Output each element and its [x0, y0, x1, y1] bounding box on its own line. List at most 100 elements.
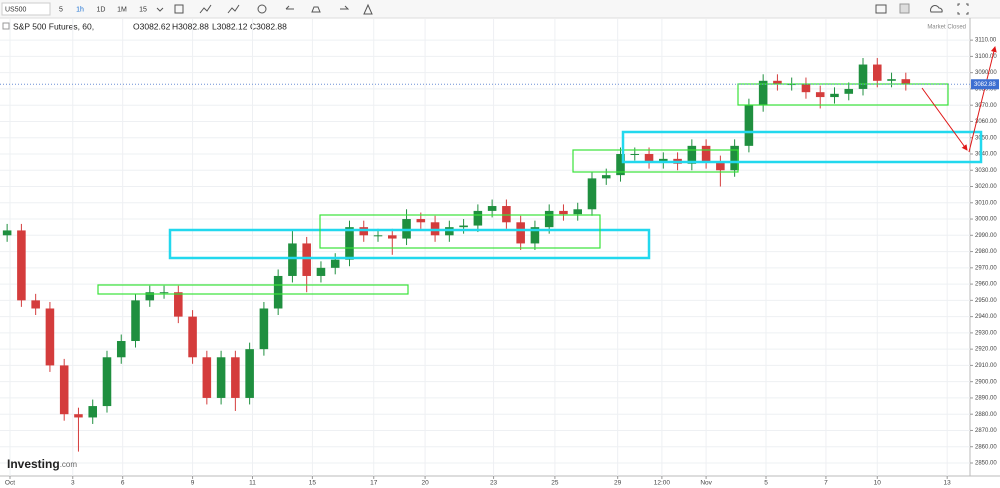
interval-button[interactable]: 1h: [76, 6, 84, 13]
x-tick-label: 20: [421, 480, 429, 487]
symbol-input[interactable]: [1, 2, 51, 16]
candle-body: [559, 210, 568, 215]
candle-body: [616, 153, 625, 176]
candle-body: [131, 300, 140, 342]
y-tick-label: 2890.00: [975, 396, 997, 402]
last-price-label: 3082.88: [974, 82, 996, 88]
ohlc-low: L3082.12: [212, 21, 248, 31]
candle-body: [2, 230, 12, 236]
candle-body: [259, 308, 269, 350]
y-tick-label: 3000.00: [975, 217, 997, 223]
candle-body: [45, 308, 55, 366]
logo-text: Investing: [7, 457, 60, 471]
x-tick-label: 9: [191, 480, 195, 487]
candle-body: [188, 316, 197, 358]
indicator-icon[interactable]: [199, 4, 212, 14]
candle-body: [88, 406, 97, 418]
candle-body: [202, 357, 212, 398]
undo-icon[interactable]: [285, 5, 294, 10]
candle-body: [74, 414, 83, 418]
zone-box: [168, 228, 651, 260]
zone-box: [319, 214, 601, 249]
compare-icon[interactable]: [227, 4, 240, 14]
x-tick-label: 12:00: [654, 480, 671, 487]
y-tick-label: 2910.00: [975, 363, 997, 369]
ohlc-open: O3082.62: [133, 21, 171, 31]
x-tick-label: Nov: [700, 480, 712, 487]
chart-type-icon[interactable]: [174, 4, 184, 14]
ohlc-close: C3082.88: [250, 21, 287, 31]
layout-icon[interactable]: [899, 3, 910, 14]
chart-title: S&P 500 Futures, 60,: [13, 21, 94, 31]
y-tick-label: 2970.00: [975, 265, 997, 271]
candle-body: [245, 349, 254, 398]
y-tick-label: 3110.00: [975, 38, 997, 44]
y-tick-label: 3010.00: [975, 200, 997, 206]
legend-icon: [2, 22, 10, 30]
y-tick-label: 2980.00: [975, 249, 997, 255]
x-tick-label: Oct: [5, 480, 15, 487]
candle-body: [516, 222, 525, 244]
alert-icon[interactable]: [363, 3, 373, 15]
y-tick-label: 3030.00: [975, 168, 997, 174]
candle-body: [59, 365, 69, 415]
candle-body: [416, 219, 426, 223]
candle-body: [345, 227, 354, 260]
candle-body: [373, 235, 383, 237]
candle-body: [116, 341, 126, 358]
candle-body: [801, 84, 811, 93]
x-tick-label: 10: [874, 480, 882, 487]
x-tick-label: 25: [551, 480, 559, 487]
interval-button[interactable]: 1M: [117, 6, 127, 13]
fullscreen-icon[interactable]: [957, 3, 969, 15]
y-tick-label: 2990.00: [975, 233, 997, 239]
interval-button[interactable]: 1D: [97, 6, 106, 13]
candle-body: [459, 225, 468, 228]
candle-body: [644, 153, 654, 163]
dropdown-icon[interactable]: [156, 7, 164, 12]
candle-body: [573, 209, 582, 215]
candle-body: [159, 292, 169, 294]
logo-suffix: .com: [60, 460, 78, 469]
candle-body: [174, 292, 183, 317]
ohlc-high: H3082.88: [172, 21, 209, 31]
y-tick-label: 2940.00: [975, 314, 997, 320]
candle-body: [873, 64, 882, 81]
y-tick-label: 3040.00: [975, 152, 997, 158]
candle-body: [901, 79, 911, 85]
y-tick-label: 2930.00: [975, 330, 997, 336]
arrow: [921, 87, 968, 151]
interval-button[interactable]: 15: [139, 6, 147, 13]
candle-body: [231, 357, 240, 398]
camera-icon[interactable]: [875, 4, 887, 14]
y-tick-label: 3050.00: [975, 135, 997, 141]
candle-body: [487, 206, 497, 211]
x-tick-label: 5: [764, 480, 768, 487]
candle-body: [288, 243, 297, 276]
x-tick-label: 6: [121, 480, 125, 487]
candle-body: [601, 175, 611, 179]
candle-body: [530, 227, 540, 244]
tool-icon[interactable]: [311, 6, 321, 13]
candle-body: [815, 92, 825, 98]
candle-body: [102, 357, 112, 407]
settings-icon[interactable]: [257, 4, 267, 14]
last-price-box: [971, 79, 999, 90]
candle-body: [587, 178, 597, 210]
candle-body: [544, 210, 554, 228]
plot-area: 2850.00 2860.00 2870.00 2880.00 2890.00 2900.…: [0, 19, 997, 487]
cloud-icon[interactable]: [930, 5, 943, 13]
market-status: Market Closed: [927, 25, 966, 31]
logo: Investing.com: [7, 457, 77, 471]
y-tick-label: 2920.00: [975, 347, 997, 353]
interval-button[interactable]: 5: [59, 6, 63, 13]
candle-body: [473, 210, 483, 226]
candle-body: [216, 357, 226, 398]
x-tick-label: 17: [370, 480, 378, 487]
arrow: [968, 46, 997, 153]
redo-icon[interactable]: [340, 5, 350, 10]
x-tick-label: 3: [71, 480, 75, 487]
zone-box: [737, 83, 949, 106]
y-tick-label: 2900.00: [975, 379, 997, 385]
y-tick-label: 3100.00: [975, 54, 997, 60]
